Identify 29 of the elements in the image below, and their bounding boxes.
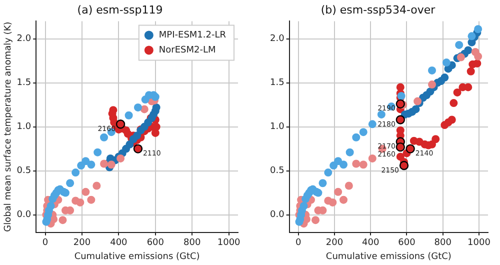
x-tick-label: 0 <box>295 238 302 248</box>
y-tick-label: 1.5 <box>16 78 32 88</box>
chart-title: (b) esm-ssp534-over <box>320 3 436 16</box>
y-tick-label: 0.0 <box>270 210 285 220</box>
x-tick-label: 0 <box>42 238 48 248</box>
x-tick-label: 1000 <box>468 238 491 248</box>
y-tick-label: 0.0 <box>16 210 32 220</box>
y-tick-label: 1.0 <box>16 122 32 132</box>
x-tick-label: 1000 <box>217 238 241 248</box>
y-axis-title: Global mean surface temperature anomaly (K) <box>4 22 14 232</box>
x-tick-label: 800 <box>184 238 201 248</box>
chart-title: (a) esm-ssp119 <box>77 3 163 16</box>
y-tick-label: 2.0 <box>16 34 32 44</box>
x-tick-label: 200 <box>326 238 344 248</box>
y-tick-label: 0.5 <box>270 166 284 176</box>
y-tick-label: 0.5 <box>16 166 32 176</box>
x-tick-label: 200 <box>73 238 91 248</box>
y-tick-label: 2.0 <box>270 34 285 44</box>
legend-label: NorESM2-LM <box>158 46 216 56</box>
x-axis-title: Cumulative emissions (GtC) <box>326 252 452 262</box>
x-tick-label: 600 <box>398 238 416 248</box>
x-tick-label: 400 <box>110 238 128 248</box>
legend-label: MPI-ESM1.2-LR <box>158 30 226 41</box>
x-tick-label: 400 <box>362 238 380 248</box>
y-tick-label: 1.0 <box>270 122 285 132</box>
x-tick-label: 800 <box>434 238 452 248</box>
y-tick-label: 1.5 <box>270 78 284 88</box>
x-tick-label: 600 <box>146 238 164 248</box>
x-axis-title: Cumulative emissions (GtC) <box>74 252 200 262</box>
